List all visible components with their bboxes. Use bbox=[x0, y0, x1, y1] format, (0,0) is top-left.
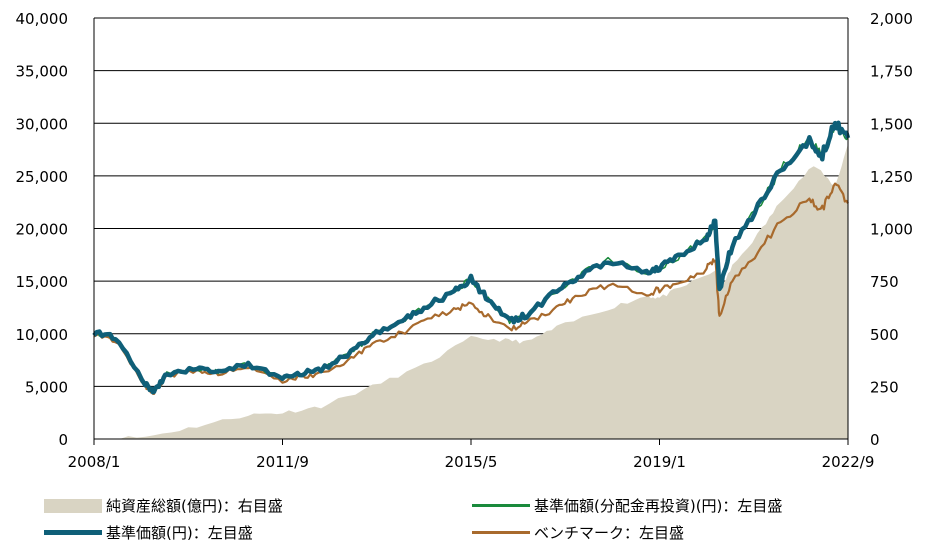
y-left-tick-label: 35,000 bbox=[16, 63, 69, 81]
y-right-tick-label: 1,250 bbox=[870, 168, 913, 186]
x-tick-label: 2019/1 bbox=[633, 453, 686, 471]
area-series-layer bbox=[94, 144, 848, 440]
line-nav bbox=[92, 120, 851, 395]
y-left-tick-label: 30,000 bbox=[16, 115, 69, 133]
right-axis-ticks: 0 250 500 750 1,000 1,250 1,500 1,750 2,000 bbox=[870, 10, 913, 449]
y-right-tick-label: 750 bbox=[870, 273, 899, 291]
y-left-tick-label: 5,000 bbox=[25, 378, 68, 396]
x-tick-label: 2011/9 bbox=[256, 453, 309, 471]
x-tick-label: 2008/1 bbox=[68, 453, 121, 471]
y-right-tick-label: 2,000 bbox=[870, 10, 913, 28]
y-left-tick-label: 10,000 bbox=[16, 326, 69, 344]
y-right-tick-label: 1,750 bbox=[870, 63, 913, 81]
area-net-assets bbox=[94, 144, 848, 440]
x-tick-label: 2022/9 bbox=[822, 453, 875, 471]
left-axis-ticks: 0 5,000 10,000 15,000 20,000 25,000 30,000 35,0… bbox=[16, 10, 69, 449]
y-right-tick-label: 500 bbox=[870, 326, 899, 344]
y-right-tick-label: 250 bbox=[870, 378, 899, 396]
y-right-tick-label: 1,000 bbox=[870, 221, 913, 239]
y-left-tick-label: 20,000 bbox=[16, 221, 69, 239]
line-series-layer bbox=[92, 120, 851, 395]
y-left-tick-label: 25,000 bbox=[16, 168, 69, 186]
y-right-tick-label: 1,500 bbox=[870, 115, 913, 133]
y-left-tick-label: 15,000 bbox=[16, 273, 69, 291]
y-right-tick-label: 0 bbox=[870, 431, 880, 449]
y-left-tick-label: 0 bbox=[58, 431, 68, 449]
y-left-tick-label: 40,000 bbox=[16, 10, 69, 28]
x-axis-ticks: 2008/1 2011/9 2015/5 2019/1 2022/9 bbox=[68, 439, 875, 471]
x-tick-label: 2015/5 bbox=[445, 453, 498, 471]
